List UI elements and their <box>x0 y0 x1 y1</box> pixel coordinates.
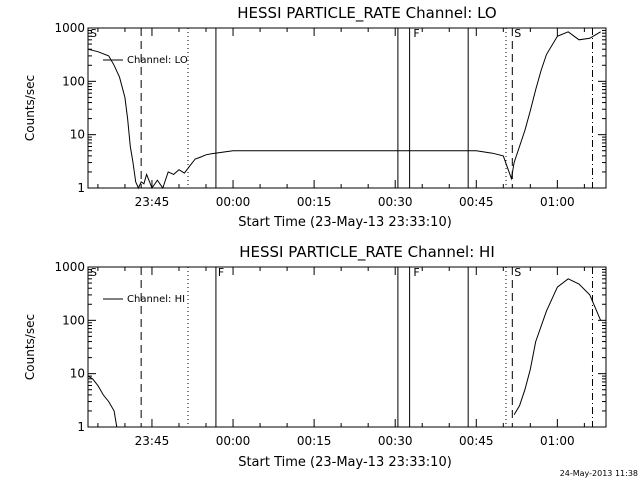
hi-x-tick-label: 00:00 <box>216 434 251 448</box>
hi-series-line <box>87 375 118 428</box>
hi-x-tick-label: 00:45 <box>459 434 494 448</box>
lo-channel-panel: HESSI PARTICLE_RATE Channel: LO Counts/s… <box>23 4 607 230</box>
lo-series-line <box>87 31 601 190</box>
lo-x-tick-label: 00:15 <box>297 195 332 209</box>
hi-channel-panel: HESSI PARTICLE_RATE Channel: HI Counts/s… <box>23 243 607 470</box>
hi-y-tick-label: 1000 <box>54 260 85 274</box>
hi-series-line <box>513 278 602 415</box>
hi-x-tick-label: 00:15 <box>297 434 332 448</box>
lo-x-tick-label: 23:45 <box>135 195 170 209</box>
hi-x-tick-label: 23:45 <box>135 434 170 448</box>
hi-legend-label: Channel: HI <box>127 294 185 305</box>
lo-flag-label: S <box>90 27 97 40</box>
hi-chart-title: HESSI PARTICLE_RATE Channel: HI <box>239 243 495 262</box>
hi-x-axis-label: Start Time (23-May-13 23:33:10) <box>238 455 452 470</box>
lo-plot-frame <box>87 27 607 189</box>
lo-y-axis-label: Counts/sec <box>23 75 37 141</box>
hi-flag-label: S <box>90 266 97 279</box>
hi-x-tick-label: 01:00 <box>540 434 575 448</box>
hi-flag-label: F <box>413 266 419 279</box>
lo-y-tick-label: 100 <box>62 74 85 88</box>
lo-x-tick-label: 00:30 <box>378 195 413 209</box>
lo-legend-label: Channel: LO <box>127 55 188 66</box>
lo-x-tick-label: 00:00 <box>216 195 251 209</box>
lo-chart-title: HESSI PARTICLE_RATE Channel: LO <box>237 4 496 23</box>
hi-y-tick-label: 100 <box>62 313 85 327</box>
hi-y-tick-label: 1 <box>77 420 85 434</box>
hi-plot-frame <box>87 266 607 428</box>
lo-x-axis-label: Start Time (23-May-13 23:33:10) <box>238 215 452 230</box>
hi-y-axis-label: Counts/sec <box>23 314 37 380</box>
lo-x-tick-label: 00:45 <box>459 195 494 209</box>
hi-flag-label: F <box>218 266 224 279</box>
hi-flag-label: S <box>514 266 521 279</box>
lo-flag-label: S <box>514 27 521 40</box>
lo-y-tick-label: 10 <box>70 128 85 142</box>
lo-x-tick-label: 01:00 <box>540 195 575 209</box>
hi-y-tick-label: 10 <box>70 367 85 381</box>
hi-x-tick-label: 00:30 <box>378 434 413 448</box>
generation-timestamp: 24-May-2013 11:38 <box>560 469 638 478</box>
lo-y-tick-label: 1 <box>77 181 85 195</box>
lo-flag-label: F <box>413 27 419 40</box>
lo-y-tick-label: 1000 <box>54 21 85 35</box>
